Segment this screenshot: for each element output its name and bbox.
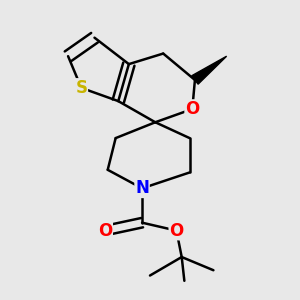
- Polygon shape: [192, 56, 226, 84]
- Text: O: O: [169, 222, 184, 240]
- Text: O: O: [185, 100, 200, 118]
- Text: N: N: [135, 179, 149, 197]
- Text: O: O: [98, 222, 112, 240]
- Text: S: S: [75, 79, 87, 97]
